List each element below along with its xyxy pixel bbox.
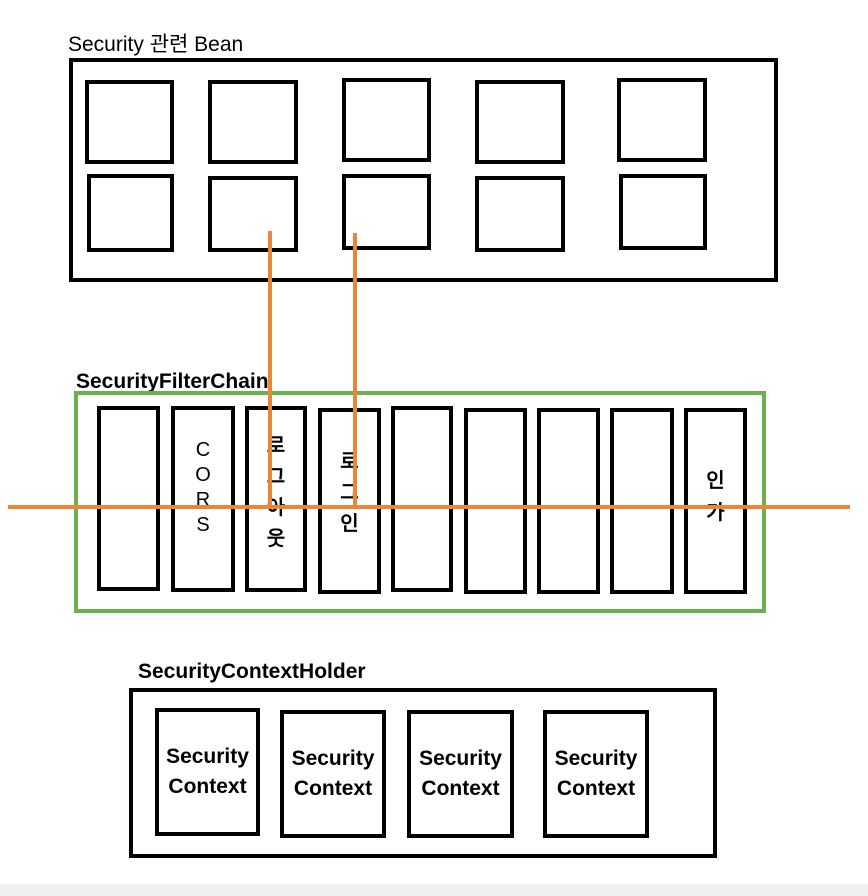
filter-box [610,408,674,594]
security-context-box: Security Context [543,710,649,838]
filter-char: O [195,464,211,486]
filter-box-logout: 로 그 아 웃 [245,406,307,592]
filter-char: 가 [706,500,725,524]
context-line1: Security [166,744,249,768]
filter-box [97,406,160,591]
filter-box [391,406,453,592]
filter-char: 인 [340,511,359,535]
filter-char: 그 [340,480,359,504]
context-line2: Context [293,777,373,800]
filter-char: R [195,489,211,511]
security-beans-title: Security 관련 Bean [68,33,244,56]
filter-box [537,408,600,594]
context-line1: Security [554,746,638,770]
filter-char: 그 [266,464,286,488]
context-line1: Security [291,746,375,770]
context-line1: Security [419,746,502,770]
bean-box [475,176,565,252]
filter-box [464,408,527,594]
bean-box [475,80,565,164]
bean-box [619,174,707,250]
bean-box [617,78,707,162]
filter-label-login: 로 그 인 [322,446,377,539]
filter-chain-container [74,391,766,613]
security-context-box: Security Context [280,710,386,838]
filter-chain-title: SecurityFilterChain [76,370,269,393]
filter-char: 인 [706,468,725,492]
bean-box [85,80,174,164]
context-line2: Context [168,775,247,798]
security-context-box: Security Context [155,708,260,836]
security-beans-container [69,58,778,282]
filter-label-logout: 로 그 아 웃 [249,430,303,554]
filter-char: 아 [266,495,286,519]
context-line2: Context [421,777,500,800]
bean-box [87,174,174,252]
filter-box-authorization: 인 가 [684,408,747,594]
filter-char: S [196,514,210,536]
filter-char: C [195,439,211,461]
bean-box [342,78,431,162]
bottom-scroll-strip [0,884,868,896]
bean-box [342,174,431,250]
bean-box [208,80,298,164]
security-context-box: Security Context [407,710,514,838]
bean-box [208,176,298,252]
filter-label-authorization: 인 가 [688,464,743,528]
context-line2: Context [556,777,636,800]
context-holder-container [129,688,717,858]
filter-label-cors: C O R S [175,438,231,538]
filter-char: 웃 [266,526,286,550]
filter-char: 로 [266,433,286,457]
context-holder-title: SecurityContextHolder [138,660,366,683]
filter-box-cors: C O R S [171,406,235,592]
filter-char: 로 [340,449,359,473]
filter-box-login: 로 그 인 [318,408,381,594]
